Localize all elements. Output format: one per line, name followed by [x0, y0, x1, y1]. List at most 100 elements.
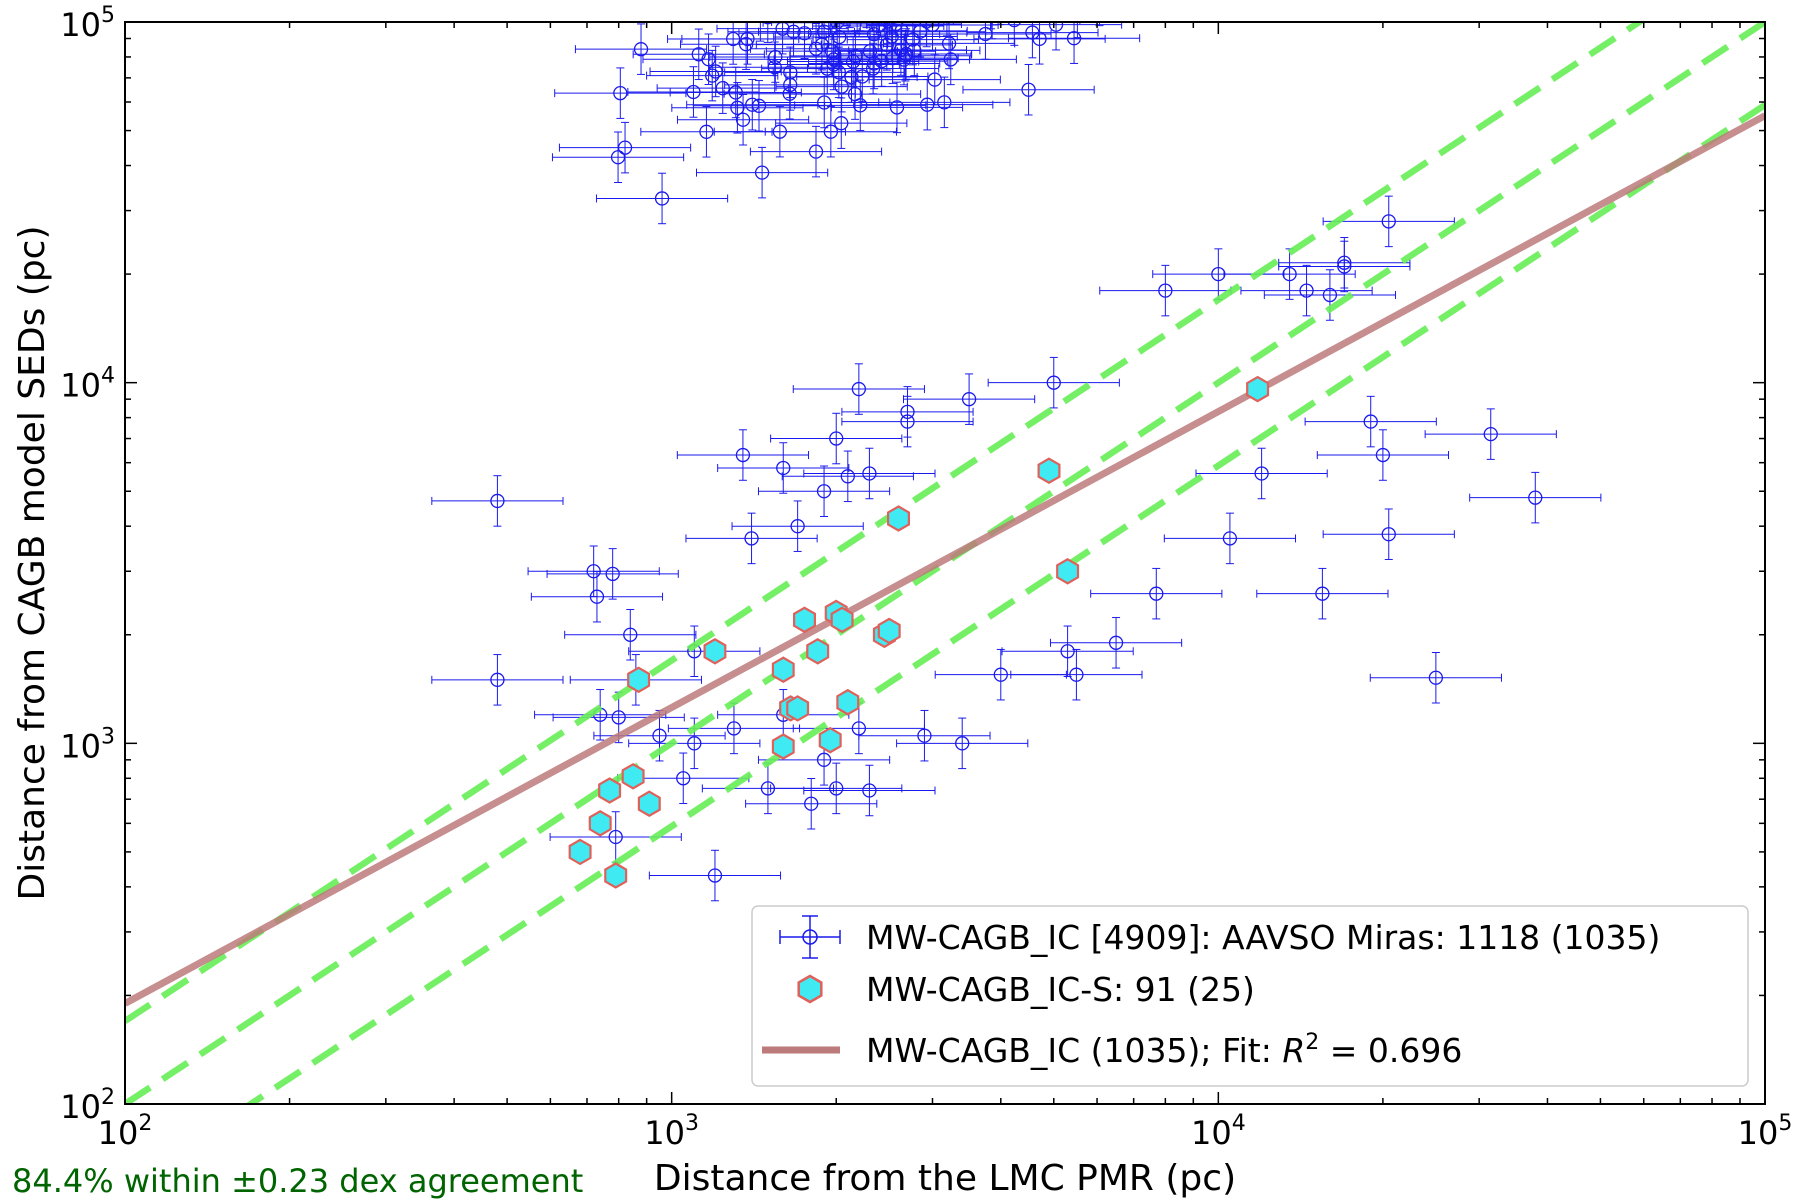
ic-point [947, 0, 1078, 20]
ic-outlier-point [717, 442, 850, 494]
ic-point [1024, 0, 1155, 4]
ic-point [960, 22, 969, 23]
ic-outlier-point [770, 412, 903, 465]
ic-point [942, 22, 951, 37]
agreement-stats-text: 84.4% within ±0.23 dex agreement [12, 1162, 584, 1200]
ic-outlier-point [1469, 471, 1602, 524]
ics-point [771, 656, 795, 683]
ic-outlier-point [1163, 512, 1297, 565]
ic-point [794, 0, 925, 6]
ics-point [886, 505, 911, 532]
ic-point [876, 0, 1007, 3]
ic-point [966, 22, 1099, 59]
ics-point [818, 726, 842, 754]
ics-point [1037, 457, 1061, 484]
ic-point [763, 0, 894, 21]
ics-point [604, 862, 628, 889]
ic-outlier-point [792, 363, 925, 415]
ic-point [847, 0, 978, 13]
ic-outlier-point [896, 717, 1029, 770]
ic-outlier-points [431, 195, 1602, 902]
ic-point [884, 33, 1017, 86]
ic-point [934, 0, 1065, 6]
ic-point [962, 0, 1093, 2]
legend-ics-label: MW-CAGB_IC-S: 91 (25) [866, 970, 1255, 1009]
ic-point [756, 22, 765, 42]
ic-outlier-point [676, 429, 810, 481]
ic-outlier-point [628, 625, 761, 678]
ic-point [788, 0, 919, 11]
ic-outlier-point [685, 512, 818, 565]
ic-outlier-point [1256, 567, 1389, 620]
ic-outlier-point [1322, 195, 1455, 248]
ic-point [964, 0, 1095, 6]
ic-outlier-point [902, 373, 1036, 425]
ic-point [695, 146, 829, 199]
plot-frame [124, 21, 1766, 1105]
legend-box [751, 905, 1749, 1087]
ic-point [937, 0, 1068, 12]
ic-point [708, 41, 841, 93]
ic-outlier-point [745, 777, 878, 830]
ics-point [1246, 375, 1270, 403]
ic-point [989, 22, 1123, 51]
ic-point [812, 0, 943, 2]
ic-point [845, 22, 854, 29]
ic-outlier-point [1322, 508, 1455, 560]
ic-point [632, 28, 765, 81]
reference-line-1 [125, 22, 1765, 1104]
ic-point [826, 32, 959, 84]
ic-point [750, 0, 881, 2]
ics-point [568, 838, 592, 866]
ic-point [894, 0, 1025, 19]
ic-point [879, 0, 1010, 3]
ic-outlier-point [731, 500, 864, 552]
ics-points [568, 375, 1270, 889]
axes: 102 103 104 105 102 103 104 105 [60, 3, 1792, 1152]
ic-point [873, 22, 882, 25]
y-tick-label: 103 [60, 724, 115, 765]
ic-outlier-point [534, 689, 667, 741]
ic-point [551, 131, 685, 184]
ic-point [829, 22, 962, 50]
x-tick-label: 105 [1738, 1111, 1793, 1152]
ic-point [962, 63, 1095, 116]
ic-outlier-point [431, 654, 564, 706]
ic-point [939, 0, 1070, 20]
ic-point [996, 22, 1005, 26]
ic-point [930, 0, 1061, 6]
ic-point [574, 23, 708, 75]
ic-outlier-point [792, 702, 925, 755]
ic-outlier-point [1195, 447, 1328, 500]
ic-scatter-cloud [551, 0, 1163, 225]
ics-point [637, 790, 661, 817]
legend: MW-CAGB_IC [4909]: AAVSO Miras: 1118 (10… [751, 905, 1749, 1087]
ic-point [775, 60, 908, 113]
ic-point [1025, 0, 1156, 5]
ic-point [1028, 0, 1159, 9]
ic-point [853, 22, 862, 35]
y-tick-label: 102 [60, 1085, 115, 1126]
ic-point [885, 0, 1016, 18]
ic-outlier-point [1369, 652, 1502, 704]
ics-point [621, 763, 645, 790]
ic-point [862, 22, 871, 29]
fit-line-layer [125, 112, 1765, 1007]
ic-point [904, 0, 1035, 19]
y-axis-label: Distance from CAGB model SEDs (pc) [12, 225, 53, 900]
y-tick-label: 105 [60, 3, 115, 44]
ic-outlier-point [1263, 269, 1397, 321]
ic-point [749, 125, 883, 178]
ic-outlier-point [564, 609, 697, 661]
ic-point [1032, 0, 1163, 12]
ic-point [738, 22, 871, 59]
ic-point [959, 0, 1090, 7]
ic-point [876, 0, 1007, 13]
ics-point [806, 638, 830, 665]
ic-outlier-point [701, 762, 835, 815]
reference-line-2 [244, 102, 1765, 1104]
ic-point [861, 78, 994, 131]
ic-outlier-point [546, 548, 679, 600]
ic-point [642, 33, 775, 85]
